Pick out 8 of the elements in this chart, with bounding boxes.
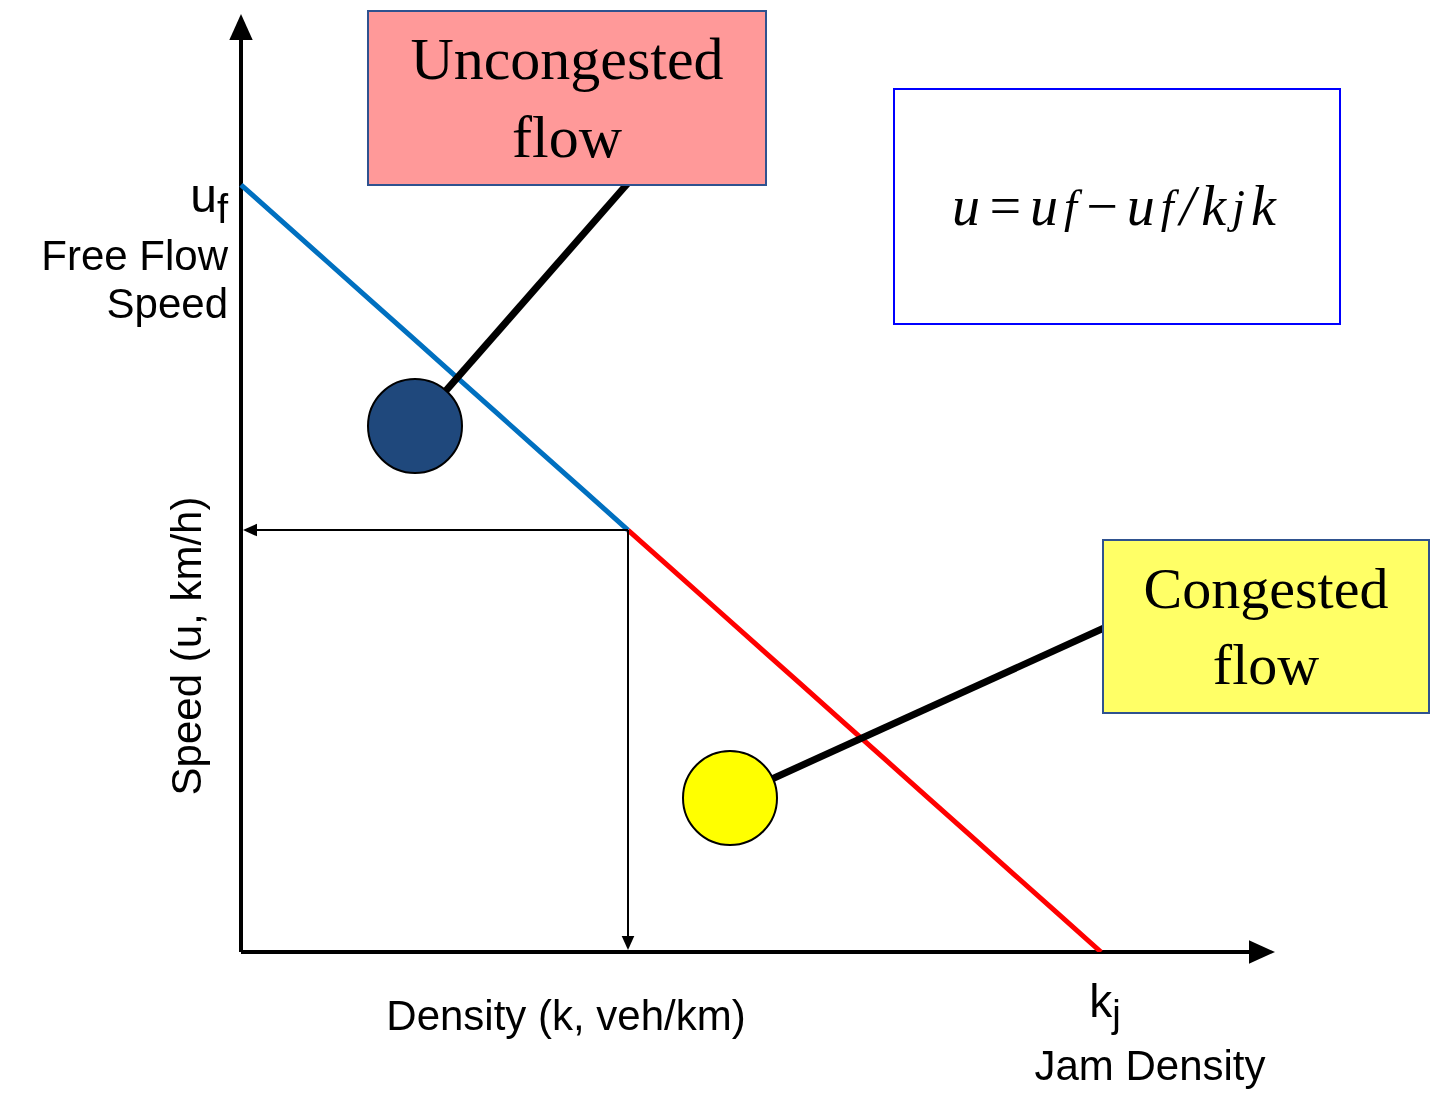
y-axis-title: Speed (u, km/h) — [162, 496, 211, 796]
text: k$_{j}$ — [1089, 975, 1121, 1037]
text: Uncongested flow — [367, 10, 767, 186]
annotation: Congested flow — [1102, 539, 1430, 714]
text: Jam Density — [1034, 1042, 1266, 1091]
text: Free Flow Speed — [40, 232, 228, 329]
text: u$_{f}$ — [190, 168, 228, 232]
x-axis-title: Density (k, veh/km) — [386, 992, 746, 1041]
